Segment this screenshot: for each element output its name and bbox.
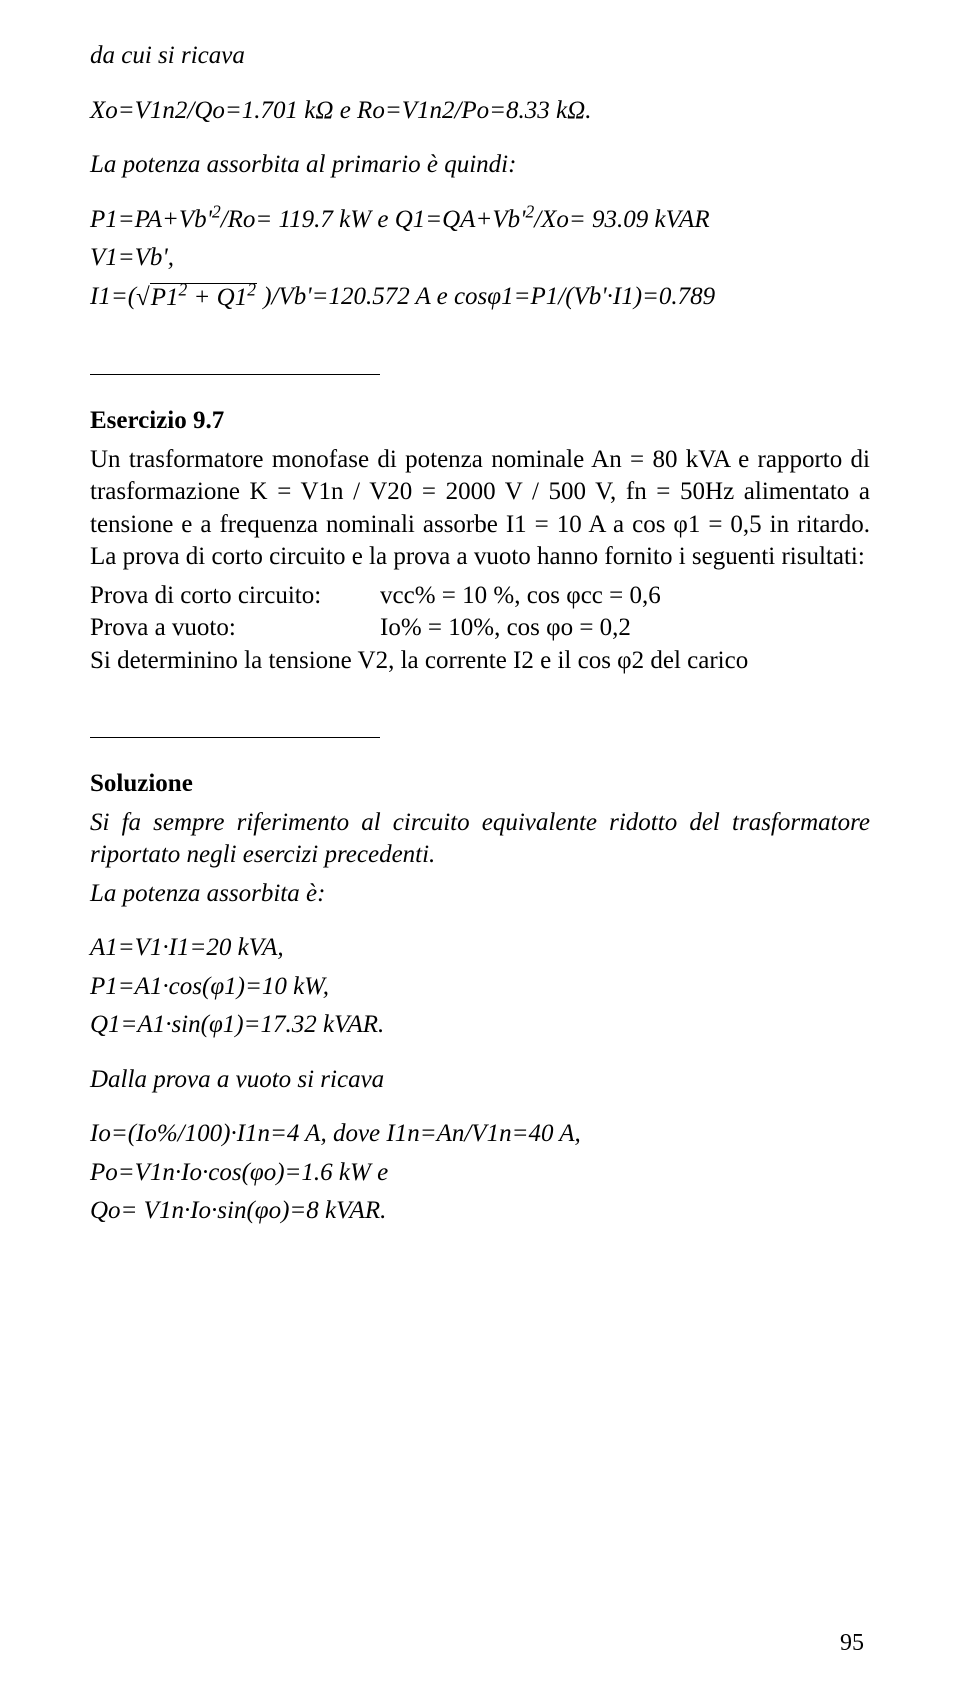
solution-eq-1: A1=V1·I1=20 kVA, <box>90 932 870 965</box>
solution-eq-2: P1=A1·cos(φ1)=10 kW, <box>90 971 870 1004</box>
intro-line-2: Xo=V1n2/Qo=1.701 kΩ e Ro=V1n2/Po=8.33 kΩ… <box>90 95 870 128</box>
exercise-tail: Si determinino la tensione V2, la corren… <box>90 645 870 678</box>
intro-l4-mid: /Ro= 119.7 kW e Q1=QA+Vb' <box>221 206 526 233</box>
exercise-row2-value: Io% = 10%, cos φo = 0,2 <box>380 612 870 645</box>
exercise-row-1: Prova di corto circuito: vcc% = 10 %, co… <box>90 580 870 613</box>
solution-body: Si fa sempre riferimento al circuito equ… <box>90 807 870 872</box>
exercise-row-2: Prova a vuoto: Io% = 10%, cos φo = 0,2 <box>90 612 870 645</box>
intro-line-4: P1=PA+Vb'2/Ro= 119.7 kW e Q1=QA+Vb'2/Xo=… <box>90 204 870 237</box>
solution-title: Soluzione <box>90 768 870 801</box>
rad-a: P1 <box>151 284 179 311</box>
page-number: 95 <box>840 1628 864 1659</box>
rad-s2: 2 <box>247 279 256 299</box>
exercise-row1-value: vcc% = 10 %, cos φcc = 0,6 <box>380 580 870 613</box>
rad-s1: 2 <box>179 279 188 299</box>
intro-line-3: La potenza assorbita al primario è quind… <box>90 149 870 182</box>
solution-eq-4: Io=(Io%/100)·I1n=4 A, dove I1n=An/V1n=40… <box>90 1118 870 1151</box>
sqrt-expr: √P12 + Q12 <box>136 282 257 315</box>
intro-line-1: da cui si ricava <box>90 40 870 73</box>
intro-l4-sup1: 2 <box>212 201 221 221</box>
exercise-title: Esercizio 9.7 <box>90 405 870 438</box>
intro-line-5: V1=Vb', <box>90 242 870 275</box>
intro-l6-pre: I1=( <box>90 283 136 310</box>
rad-plus: + <box>187 284 216 311</box>
exercise-row1-label: Prova di corto circuito: <box>90 580 380 613</box>
page: da cui si ricava Xo=V1n2/Qo=1.701 kΩ e R… <box>0 0 960 1685</box>
exercise-body: Un trasformatore monofase di potenza nom… <box>90 444 870 574</box>
solution-eq-3: Q1=A1·sin(φ1)=17.32 kVAR. <box>90 1009 870 1042</box>
solution-line-2: Dalla prova a vuoto si ricava <box>90 1064 870 1097</box>
solution-line-1: La potenza assorbita è: <box>90 878 870 911</box>
rad-b: Q1 <box>217 284 248 311</box>
intro-l4-pre: P1=PA+Vb' <box>90 206 212 233</box>
intro-line-6: I1=(√P12 + Q12 )/Vb'=120.572 A e cosφ1=P… <box>90 281 870 315</box>
solution-eq-5: Po=V1n·Io·cos(φo)=1.6 kW e <box>90 1157 870 1190</box>
exercise-row2-label: Prova a vuoto: <box>90 612 380 645</box>
intro-l6-mid: )/Vb'=120.572 A e cosφ1=P1/(Vb'·I1)=0.78… <box>257 283 715 310</box>
intro-l4-sup2: 2 <box>525 201 534 221</box>
solution-eq-6: Qo= V1n·Io·sin(φo)=8 kVAR. <box>90 1195 870 1228</box>
intro-l4-post: /Xo= 93.09 kVAR <box>534 206 709 233</box>
